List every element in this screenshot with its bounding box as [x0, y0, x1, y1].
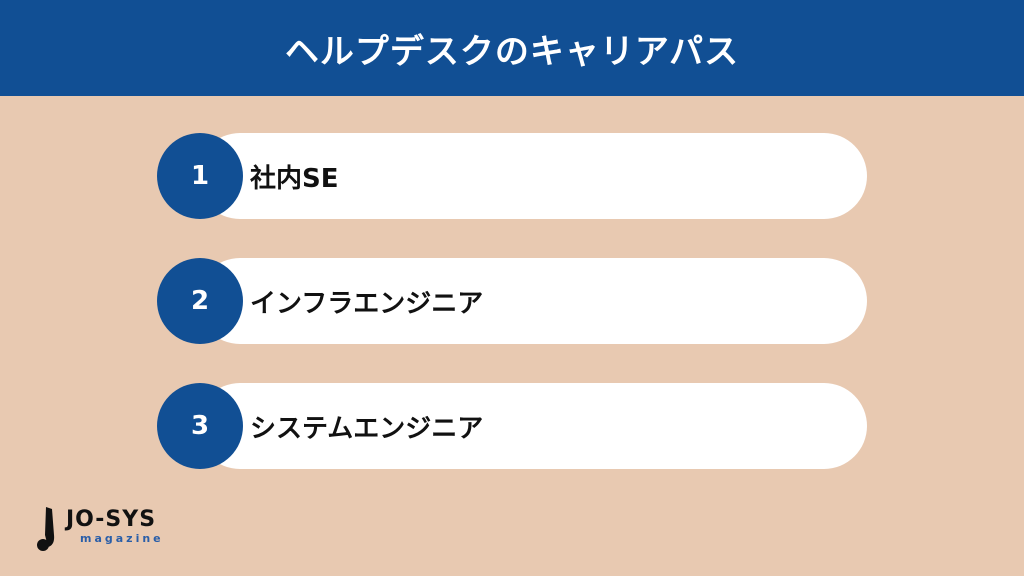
career-item-card [197, 383, 867, 469]
header-banner: ヘルプデスクのキャリアパス [0, 0, 1024, 96]
career-item-card [197, 258, 867, 344]
career-item: 3 システムエンジニア [157, 383, 867, 469]
logo-sub-text: magazine [80, 532, 164, 545]
career-item-number: 1 [157, 133, 243, 219]
page-title: ヘルプデスクのキャリアパス [284, 31, 740, 72]
logo-main-text: JO-SYS [66, 507, 157, 532]
career-item-label: 社内SE [250, 163, 339, 194]
career-item-label: システムエンジニア [250, 413, 484, 444]
career-item-card [197, 133, 867, 219]
career-item-number: 3 [157, 383, 243, 469]
career-item: 1 社内SE [157, 133, 867, 219]
logo-note-icon [37, 507, 55, 551]
career-item-number: 2 [157, 258, 243, 344]
career-item: 2 インフラエンジニア [157, 258, 867, 344]
career-item-label: インフラエンジニア [250, 288, 484, 319]
jo-sys-logo: JO-SYS magazine [36, 505, 186, 555]
